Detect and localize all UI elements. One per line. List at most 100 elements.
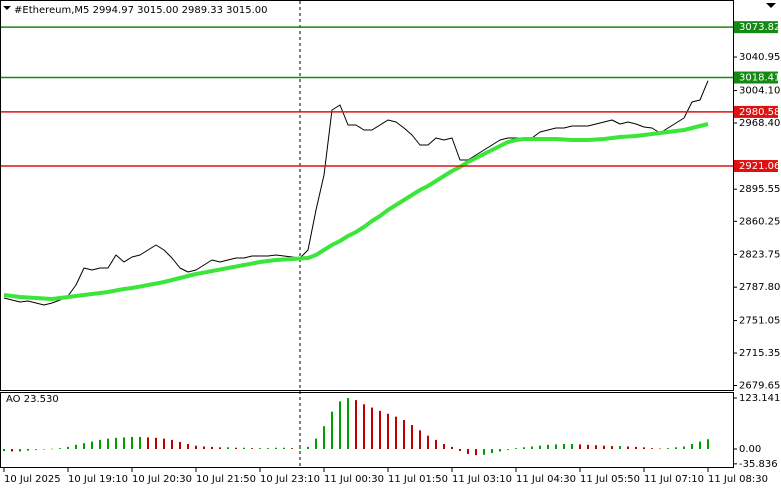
ao-bar [491, 448, 493, 454]
ao-bar [475, 448, 477, 456]
ao-bar [211, 446, 213, 449]
ao-bar [243, 447, 245, 449]
y-tick-label: 2895.55 [739, 184, 780, 195]
y-tick-label: 2860.25 [739, 216, 780, 227]
ao-bar [171, 439, 173, 449]
ao-bar [35, 448, 37, 450]
ao-bar [267, 448, 269, 449]
y-tick-label: 3004.10 [739, 86, 780, 97]
ao-panel [0, 392, 734, 468]
ao-bar [283, 447, 285, 449]
ao-bar [275, 447, 277, 449]
x-tick-label: 10 Jul 19:10 [68, 474, 128, 485]
ao-bar [371, 407, 373, 449]
ao-bar [499, 448, 501, 452]
ao-bar [219, 447, 221, 449]
ao-bar [307, 446, 309, 449]
level-label-box [734, 105, 778, 118]
ao-bar [467, 448, 469, 454]
y-tick-label: 2715.35 [739, 348, 780, 359]
ao-bar [691, 444, 693, 449]
y-tick-label: 0.00 [739, 444, 761, 455]
collapse-icon [3, 6, 11, 10]
x-tick-label: 11 Jul 05:50 [580, 474, 640, 485]
y-tick-label: 2751.05 [739, 316, 780, 327]
ao-bar [523, 447, 525, 449]
x-tick-label: 11 Jul 01:50 [388, 474, 448, 485]
ao-bar [43, 448, 45, 450]
ao-bar [331, 411, 333, 449]
ao-bar [547, 444, 549, 449]
ao-bar [355, 400, 357, 449]
x-tick-label: 11 Jul 07:10 [644, 474, 704, 485]
ao-bar [291, 448, 293, 449]
price-line [3, 80, 709, 306]
ao-bar [227, 447, 229, 449]
ao-bar [675, 447, 677, 449]
ao-bar [555, 444, 557, 449]
ao-bar [99, 439, 101, 449]
ao-bar [131, 436, 133, 449]
ao-bar [635, 446, 637, 449]
ao-bar [3, 448, 5, 452]
main-panel [0, 0, 734, 391]
ao-bar [323, 426, 325, 449]
y-tick-label: 123.141 [739, 393, 780, 404]
ao-bar [115, 437, 117, 449]
x-tick-label: 10 Jul 20:30 [132, 474, 192, 485]
ao-bar [315, 438, 317, 449]
ao-bar [83, 443, 85, 449]
ao-bar [443, 444, 445, 449]
ao-bar [187, 444, 189, 449]
ao-bar [163, 438, 165, 449]
ao-bar [259, 448, 261, 449]
level-label-box [734, 71, 778, 84]
ao-bar [579, 444, 581, 449]
ao-bar [411, 424, 413, 449]
x-tick-label: 11 Jul 03:10 [452, 474, 512, 485]
ao-bar [299, 448, 301, 449]
ao-bar [147, 437, 149, 449]
ao-bar [179, 441, 181, 449]
x-tick-label: 11 Jul 00:30 [324, 474, 384, 485]
ao-bar [75, 444, 77, 449]
ao-bar [651, 448, 653, 449]
ao-bar [539, 445, 541, 449]
ao-bar [683, 446, 685, 449]
ao-bar [155, 437, 157, 449]
level-label-box [734, 21, 778, 34]
ao-bar [427, 435, 429, 449]
moving-average [3, 122, 709, 301]
ao-bar [571, 444, 573, 449]
ao-bar [67, 446, 69, 449]
y-tick-label: 2679.65 [739, 381, 780, 392]
level-label: 2980.58 [739, 107, 780, 118]
x-tick-label: 10 Jul 2025 [4, 474, 61, 485]
x-tick-label: 11 Jul 04:30 [516, 474, 576, 485]
ao-bar [339, 401, 341, 449]
ao-bar [11, 448, 13, 452]
ao-bar [379, 410, 381, 449]
ao-bar [483, 448, 485, 455]
ao-bar [507, 448, 509, 450]
ao-bar [627, 446, 629, 449]
ao-bar [395, 416, 397, 449]
ao-bar [107, 438, 109, 449]
ao-bar [59, 448, 61, 449]
ao-bar [139, 436, 141, 449]
ao-bar [195, 445, 197, 449]
ao-bar [91, 441, 93, 449]
ao-bar [595, 445, 597, 449]
ao-bar [19, 448, 21, 452]
ao-bar [707, 439, 709, 449]
ao-bar [51, 448, 53, 450]
ao-bar [563, 444, 565, 449]
ao-bar [419, 430, 421, 449]
ao-bar [387, 413, 389, 449]
chart-title: #Ethereum,M5 2994.97 3015.00 2989.33 301… [14, 5, 268, 16]
x-tick-label: 10 Jul 21:50 [196, 474, 256, 485]
scroll-icon [766, 3, 776, 8]
y-tick-label: 2787.80 [739, 282, 780, 293]
ao-bar [643, 447, 645, 449]
